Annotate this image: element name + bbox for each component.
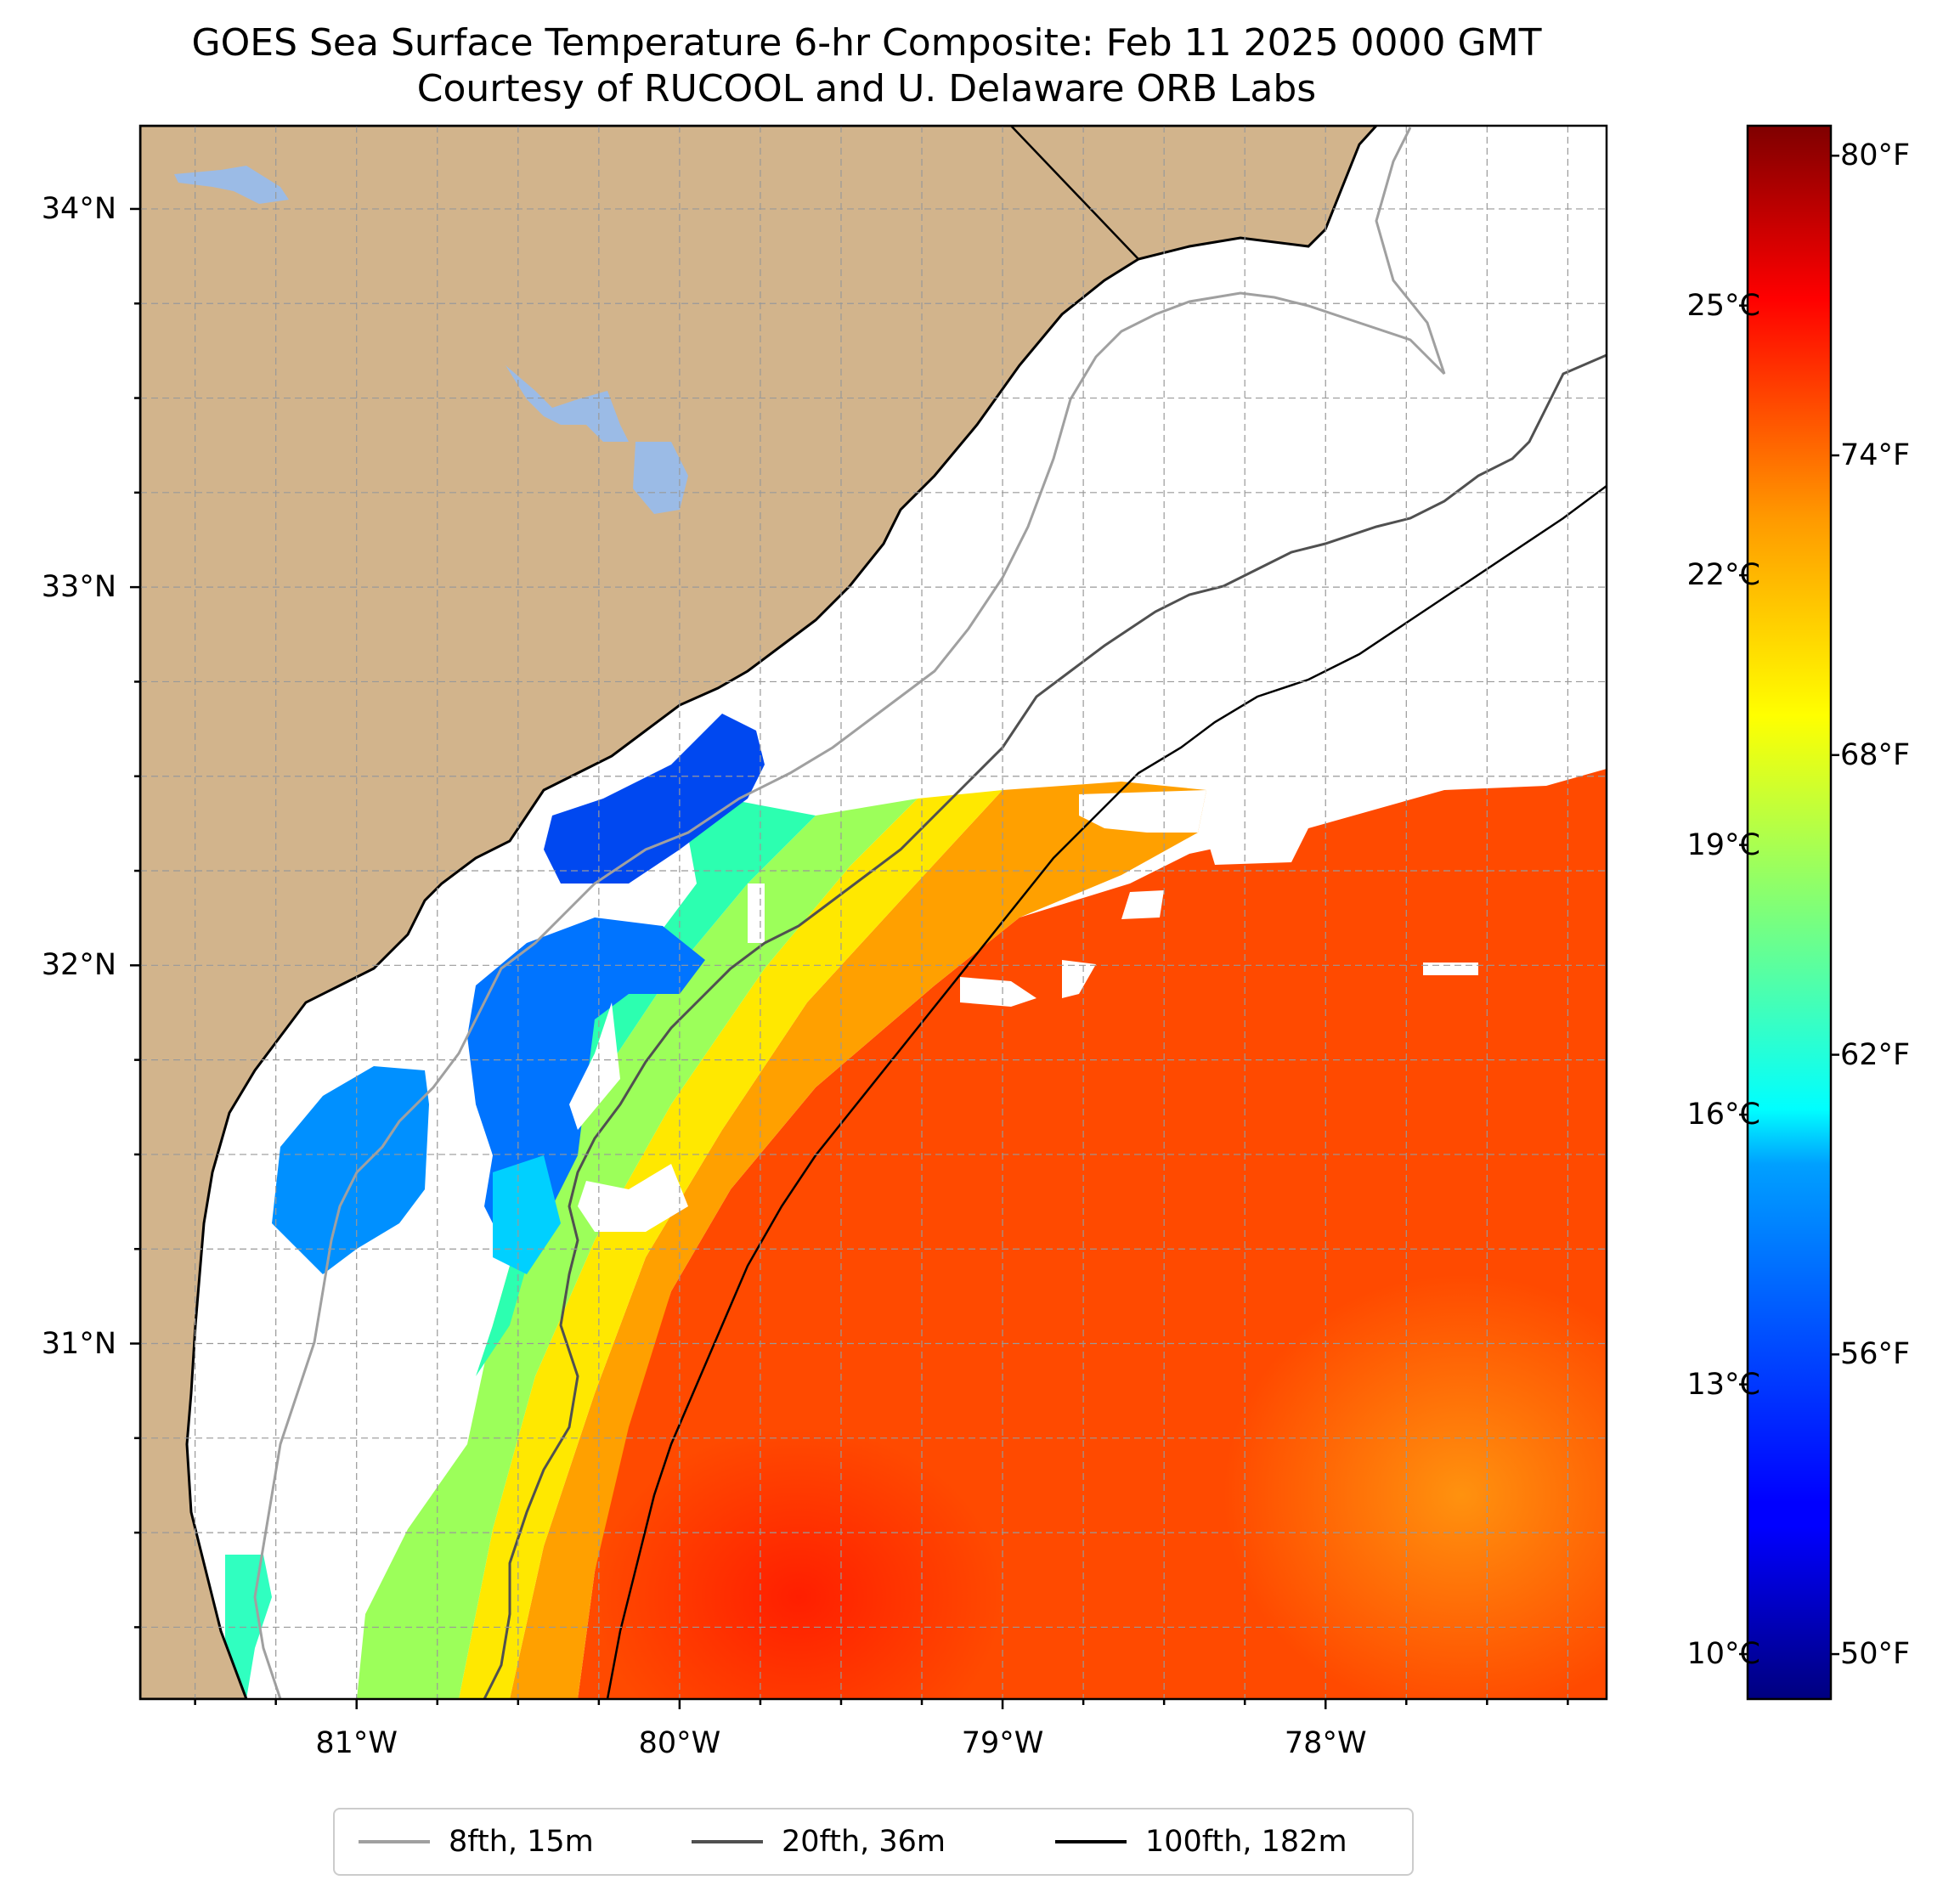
- lon-label: 80°W: [638, 1726, 721, 1760]
- colorbar-label-celsius: 16°C: [1686, 1098, 1760, 1132]
- isobath-20fth: [483, 353, 1607, 1699]
- lake-moultrie: [506, 365, 629, 442]
- cloud-gap: [1062, 960, 1096, 998]
- legend-item-8fth: 8fth, 15m: [359, 1809, 594, 1874]
- cloud-gap: [569, 1002, 620, 1130]
- state-border: [1010, 126, 1139, 260]
- legend-swatch: [692, 1840, 763, 1843]
- lat-label: 34°N: [41, 191, 116, 226]
- lake-moultrie-2: [633, 442, 688, 514]
- legend-label: 8fth, 15m: [449, 1825, 594, 1859]
- axis-ticks: [130, 207, 1569, 1709]
- lat-label: 33°N: [41, 570, 116, 605]
- colorbar-label-fahrenheit: 80°F: [1840, 138, 1911, 173]
- cloud-gap: [578, 1164, 688, 1232]
- colorbar-label-celsius: 22°C: [1686, 558, 1760, 593]
- sst-red-core: [595, 1427, 1003, 1699]
- map-title: GOES Sea Surface Temperature 6-hr Compos…: [191, 21, 1542, 65]
- lat-label: 32°N: [41, 948, 116, 983]
- legend-label: 20fth, 36m: [782, 1825, 946, 1859]
- lon-label: 81°W: [315, 1726, 398, 1760]
- cloud-gap: [748, 884, 765, 943]
- cloud-gap: [1206, 828, 1308, 865]
- lake-marion: [174, 166, 289, 204]
- colorbar-label-fahrenheit: 50°F: [1840, 1637, 1911, 1672]
- sst-aqua-patch: [225, 1555, 272, 1699]
- gridlines: [140, 126, 1607, 1699]
- lat-label: 31°N: [41, 1326, 116, 1361]
- legend-label: 100fth, 182m: [1145, 1825, 1347, 1859]
- colorbar-label-celsius: 25°C: [1686, 288, 1760, 323]
- sst-green-band: [357, 799, 918, 1699]
- colorbar-label-fahrenheit: 62°F: [1840, 1037, 1911, 1072]
- land: [140, 126, 1379, 1699]
- colorbar-label-celsius: 13°C: [1686, 1367, 1760, 1402]
- lon-label: 78°W: [1284, 1726, 1367, 1760]
- colorbar-label-celsius: 10°C: [1686, 1637, 1760, 1672]
- colorbar-label-fahrenheit: 74°F: [1840, 438, 1911, 473]
- plot-frame: [138, 124, 1608, 1701]
- colorbar-label-celsius: 19°C: [1686, 827, 1760, 862]
- colorbar-label-fahrenheit: 56°F: [1840, 1337, 1911, 1372]
- isobath-legend: 8fth, 15m 20fth, 36m 100fth, 182m: [333, 1808, 1414, 1876]
- sst-blue-patch-3: [272, 1066, 429, 1274]
- map-subtitle: Courtesy of RUCOOL and U. Delaware ORB L…: [416, 67, 1317, 110]
- isobath-8fth: [253, 127, 1446, 1699]
- sst-blue-patch-1: [544, 714, 765, 884]
- lon-label: 79°W: [961, 1726, 1044, 1760]
- colorbar-ticks: [1739, 155, 1839, 1656]
- colorbar-label-fahrenheit: 68°F: [1840, 737, 1911, 772]
- legend-item-20fth: 20fth, 36m: [692, 1809, 946, 1874]
- legend-item-100fth: 100fth, 182m: [1055, 1809, 1347, 1874]
- cloud-gap: [1121, 890, 1164, 919]
- isobath-100fth: [606, 484, 1607, 1699]
- sst-cyan-patch: [493, 1155, 561, 1274]
- sst-yellow-band: [459, 790, 1003, 1699]
- cloud-gap: [960, 977, 1036, 1007]
- legend-swatch: [359, 1840, 430, 1843]
- legend-swatch: [1055, 1840, 1127, 1843]
- sst-warm-core: [1223, 1274, 1607, 1699]
- cloud-gap: [1423, 963, 1478, 975]
- colorbar: [1746, 124, 1833, 1701]
- sst-cyan-band: [476, 790, 816, 1376]
